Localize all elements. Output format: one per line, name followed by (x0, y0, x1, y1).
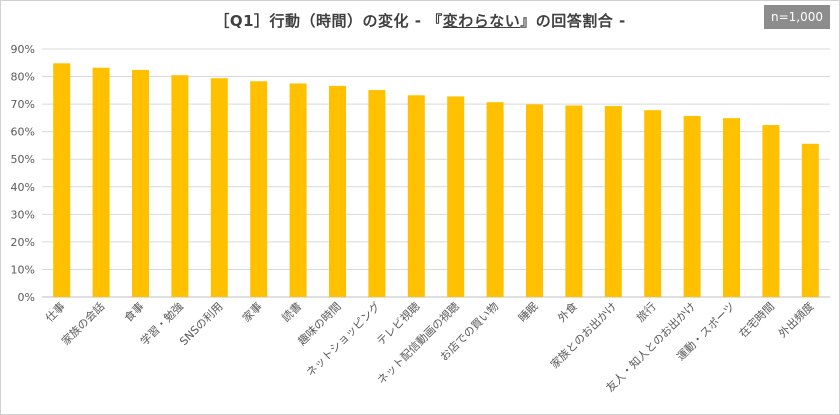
bar (683, 115, 701, 298)
y-tick-label: 40% (11, 181, 35, 194)
x-category-label: 食事 (121, 299, 146, 324)
x-category-label: ネットショッピング (303, 299, 383, 379)
bar (171, 75, 189, 297)
x-category-label: 外食 (555, 299, 580, 324)
x-category-label: 仕事 (43, 300, 68, 325)
bar (289, 83, 307, 297)
bar (801, 143, 819, 297)
x-category-label: 外出頻度 (775, 299, 816, 340)
y-tick-label: 50% (11, 153, 35, 166)
bar (486, 102, 504, 297)
bar (447, 96, 465, 297)
chart-title: ［Q1］行動（時間）の変化 - 『変わらない』の回答割合 - (0, 10, 840, 31)
bar (53, 63, 71, 297)
bar (368, 90, 386, 298)
bar (723, 118, 740, 297)
bar (644, 110, 662, 297)
bar (407, 95, 425, 297)
x-category-label: 家族の会話 (58, 299, 107, 348)
y-tick-label: 60% (11, 126, 35, 139)
x-category-label: 家事 (239, 299, 264, 324)
y-tick-label: 80% (11, 71, 35, 84)
y-tick-label: 70% (11, 98, 35, 111)
gridlines (42, 48, 830, 298)
y-tick-label: 0% (18, 291, 35, 304)
sample-size-badge: n=1,000 (764, 5, 830, 29)
chart-title-prefix: ［Q1］行動（時間）の変化 - 『 (214, 12, 443, 30)
chart-title-suffix: 』の回答割合 - (520, 12, 626, 30)
bar (762, 125, 780, 297)
x-category-label: 読書 (279, 299, 304, 324)
bar (210, 78, 228, 297)
chart-title-emphasis: 変わらない (442, 12, 521, 30)
x-category-label: 在宅時間 (736, 299, 777, 340)
y-axis: 0% 10% 20% 30% 40% 50% 60% 70% 80% 90% (11, 43, 35, 304)
x-category-label: SNSの利用 (177, 300, 225, 348)
x-category-label: 旅行 (633, 299, 658, 324)
bar (132, 69, 149, 297)
bar (250, 81, 268, 298)
bar (604, 106, 622, 297)
bar (526, 104, 543, 298)
y-tick-label: 30% (11, 208, 35, 221)
x-category-label: 家族とのお出かけ (547, 299, 619, 371)
bar (92, 67, 110, 297)
y-tick-label: 90% (11, 43, 35, 56)
bar (565, 105, 583, 297)
y-tick-label: 20% (11, 236, 35, 249)
x-category-label: 睡眠 (516, 300, 541, 325)
bar (329, 85, 346, 298)
bars (53, 63, 819, 298)
y-tick-label: 10% (11, 263, 35, 276)
